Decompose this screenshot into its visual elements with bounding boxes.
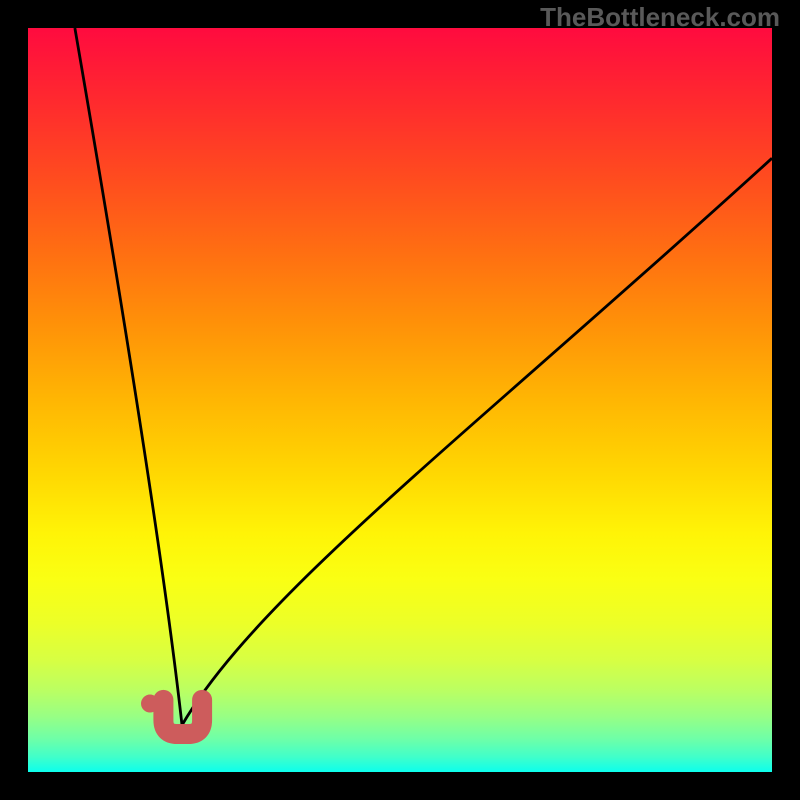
marker-u-shape: [163, 700, 202, 734]
marker-dot: [141, 695, 159, 713]
attribution-watermark: TheBottleneck.com: [540, 2, 780, 33]
plot-area: [28, 28, 772, 772]
bottleneck-curve: [75, 28, 772, 725]
chart-frame: TheBottleneck.com: [0, 0, 800, 800]
curve-layer: [28, 28, 772, 772]
